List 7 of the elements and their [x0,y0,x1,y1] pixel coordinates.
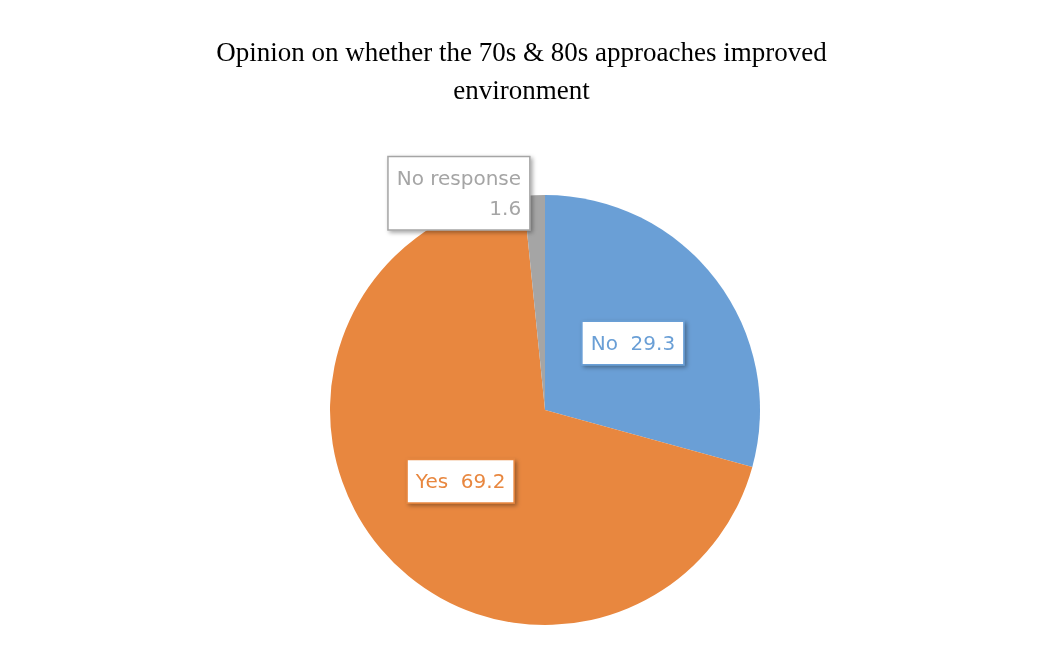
chart-title: Opinion on whether the 70s & 80s approaches improved environment [216,37,828,105]
slice-label: Yes [414,469,449,494]
data-label: 69.2 [460,469,506,494]
slice-label: No response [396,166,522,191]
data-label: 29.3 [630,331,676,356]
data-label: 1.6 [489,196,522,221]
slice-label: No [590,331,618,356]
